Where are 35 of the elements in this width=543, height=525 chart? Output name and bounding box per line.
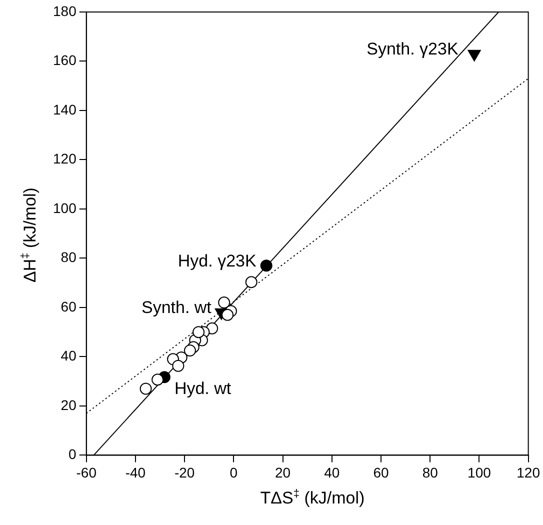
y-tick-label: 60 [60, 298, 77, 314]
annotation: Synth. γ23K [366, 40, 459, 59]
x-tick-label: 100 [468, 464, 492, 480]
y-tick-label: 0 [68, 446, 77, 462]
y-tick-label: 160 [53, 52, 77, 68]
y-tick-label: 120 [53, 150, 77, 167]
x-tick-label: 60 [373, 464, 389, 480]
annotation: Hyd. γ23K [178, 251, 257, 270]
x-tick-label: 120 [516, 464, 540, 480]
y-tick-label: 20 [60, 396, 77, 413]
y-tick-label: 40 [60, 348, 77, 364]
y-tick-label: 180 [53, 2, 77, 19]
y-tick-label: 100 [53, 200, 77, 216]
x-tick-label: 20 [274, 464, 291, 480]
x-tick-label: 80 [422, 464, 438, 480]
x-tick-label: 40 [324, 464, 340, 480]
point [192, 326, 205, 338]
point [218, 296, 230, 309]
y-tick-label: 80 [60, 249, 77, 266]
x-axis-title: TΔS$^{‡}$ (kJ/mol) [259, 488, 366, 509]
point [260, 260, 272, 272]
point [468, 50, 481, 62]
point [245, 276, 258, 288]
x-tick-label: -60 [76, 464, 97, 480]
annotation: Hyd. wt [174, 378, 232, 398]
point [184, 344, 196, 357]
x-tick-label: 0 [230, 464, 238, 480]
x-tick-label: -40 [125, 464, 146, 480]
point [140, 382, 152, 395]
y-tick-label: 140 [53, 101, 77, 118]
point [172, 360, 184, 372]
x-tick-label: -20 [174, 464, 195, 480]
point [152, 374, 164, 386]
annotation: Synth. wt [141, 298, 212, 318]
point [222, 308, 234, 321]
